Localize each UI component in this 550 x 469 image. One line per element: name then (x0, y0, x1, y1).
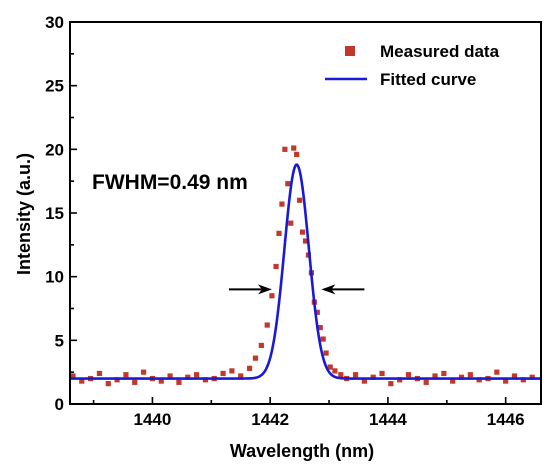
data-point (320, 336, 326, 342)
data-point (332, 368, 338, 374)
fwhm-arrow-left-head (257, 284, 272, 295)
data-point (269, 293, 275, 299)
data-point (105, 381, 111, 387)
y-tick-label: 0 (55, 395, 64, 414)
x-tick-label: 1442 (251, 410, 289, 429)
data-point (314, 309, 320, 315)
data-point (361, 378, 367, 384)
data-point (299, 229, 306, 235)
fwhm-arrows (228, 284, 365, 295)
data-point (167, 373, 173, 379)
data-point (317, 325, 323, 331)
data-point (388, 381, 394, 387)
data-point (285, 181, 291, 187)
data-point (467, 372, 473, 378)
data-point (158, 378, 164, 384)
legend-label-fitted: Fitted curve (380, 70, 476, 89)
data-point (258, 342, 264, 349)
legend: Measured data Fitted curve (325, 42, 500, 89)
data-point (220, 370, 226, 377)
legend-label-measured: Measured data (380, 42, 500, 61)
data-point (291, 145, 297, 151)
data-point (338, 372, 344, 378)
data-point (423, 379, 429, 385)
y-tick-label: 30 (45, 13, 64, 32)
data-point (246, 365, 253, 371)
data-point (132, 379, 138, 385)
data-point (503, 378, 509, 384)
y-tick-label: 5 (55, 331, 64, 350)
data-point (450, 378, 456, 384)
data-point (441, 370, 447, 377)
x-axis: 1440 1442 1444 1446 (92, 397, 525, 429)
data-point (379, 370, 385, 377)
y-axis-title: Intensity (a.u.) (14, 153, 34, 275)
data-point (352, 372, 359, 378)
data-point (323, 350, 329, 356)
data-point (494, 369, 500, 375)
data-point (276, 230, 282, 236)
data-point (193, 372, 200, 378)
data-point (123, 372, 129, 378)
data-point (140, 369, 147, 375)
data-point (432, 373, 438, 379)
y-tick-label: 25 (45, 77, 64, 96)
data-point (288, 220, 294, 226)
data-point (229, 368, 235, 374)
fitted-curve-line (70, 163, 541, 380)
data-point (511, 373, 518, 379)
data-point (70, 373, 76, 379)
x-tick-label: 1444 (369, 410, 407, 429)
data-point (273, 263, 279, 270)
data-point (294, 151, 300, 158)
y-tick-label: 20 (45, 140, 64, 159)
legend-marker-measured (345, 46, 355, 56)
x-axis-title: Wavelength (nm) (230, 441, 374, 461)
data-point (79, 378, 85, 384)
data-point (279, 201, 285, 207)
fwhm-annotation: FWHM=0.49 nm (92, 171, 248, 194)
data-point (327, 364, 333, 370)
fwhm-arrow-right-head (321, 284, 336, 295)
data-point (297, 197, 303, 203)
data-point (176, 379, 182, 385)
x-tick-label: 1440 (134, 410, 172, 429)
data-point (405, 372, 412, 378)
data-point (264, 322, 270, 328)
y-tick-label: 15 (45, 204, 64, 223)
data-point (96, 370, 103, 377)
data-point (252, 355, 259, 361)
data-point (238, 373, 244, 379)
plot-frame (69, 21, 542, 405)
x-tick-label: 1446 (487, 410, 525, 429)
data-point (302, 238, 309, 244)
y-tick-label: 10 (45, 268, 64, 287)
data-point (282, 146, 288, 152)
